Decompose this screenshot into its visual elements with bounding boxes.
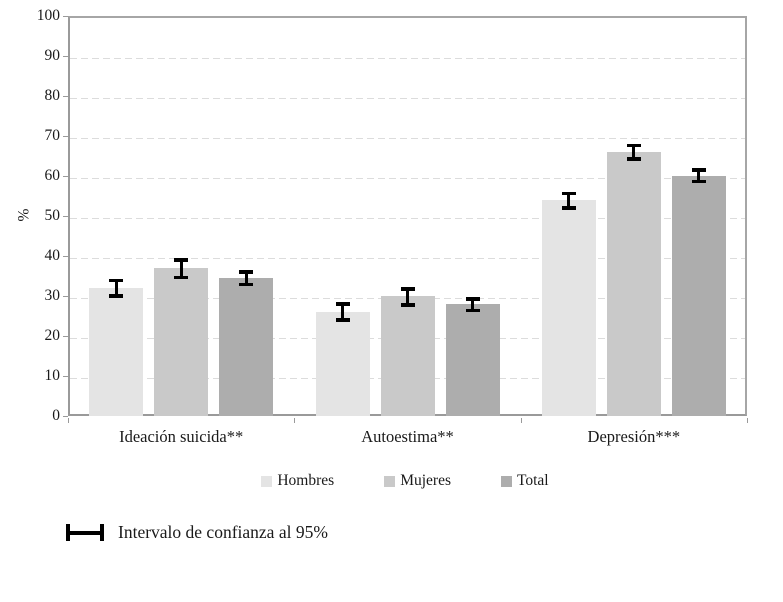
confidence-interval-note: Intervalo de confianza al 95% (66, 522, 328, 543)
y-axis-tick (63, 416, 68, 417)
y-axis-tick (63, 56, 68, 57)
y-axis-tick (63, 96, 68, 97)
error-bar-cap-top (626, 143, 641, 148)
y-axis-tick (63, 216, 68, 217)
error-bar-legend-icon (66, 524, 104, 541)
chart-bar (89, 288, 144, 416)
error-bar-cap-bottom (239, 282, 254, 287)
chart-bar (380, 296, 435, 416)
error-bar (463, 297, 483, 313)
error-bar-line (114, 278, 118, 298)
error-bar-line (179, 258, 183, 280)
error-bar-cap-bottom (691, 179, 706, 184)
error-bar-cap-bottom (400, 303, 415, 307)
chart-bar (154, 268, 209, 416)
chart-bar (219, 278, 274, 416)
y-axis-tick-label: 60 (44, 167, 61, 184)
x-axis-tick (520, 418, 522, 423)
y-axis-tick-label: 90 (44, 47, 61, 64)
error-bar-line (567, 191, 571, 210)
chart-bar (606, 152, 661, 416)
legend-swatch (500, 475, 512, 487)
chart-bar (541, 200, 596, 416)
error-bar-cap-bottom (174, 275, 189, 280)
gridline (70, 218, 745, 219)
chart-bar (315, 312, 370, 416)
legend-swatch (261, 475, 273, 487)
error-bar-line (341, 302, 344, 322)
error-bar-cap-top (239, 270, 254, 274)
error-bar-cap-bottom (335, 318, 350, 322)
error-bar-cap-bottom (561, 206, 576, 210)
y-axis-tick (63, 376, 68, 377)
y-axis-tick-label: 0 (52, 407, 60, 424)
error-bar (236, 270, 256, 287)
error-bar-cap-top (465, 297, 480, 301)
y-axis-tick (63, 336, 68, 337)
legend-swatch (384, 475, 396, 487)
y-axis-tick-label: 50 (44, 207, 61, 224)
chart-bar (671, 176, 726, 416)
y-axis-tick-label: 30 (44, 287, 61, 304)
x-axis-category-label: Autoestima** (361, 427, 454, 446)
error-bar (333, 302, 353, 322)
y-axis-tick (63, 256, 68, 257)
y-axis-tick (63, 136, 68, 137)
error-bar-line (471, 297, 474, 313)
error-bar-cap-bottom (626, 157, 641, 161)
error-bar-line (697, 168, 701, 184)
error-bar-line (406, 287, 409, 307)
chart-legend: Hombres Mujeres Total (80, 472, 730, 490)
y-axis-tick-label: 20 (44, 327, 61, 344)
error-bar-cap-top (335, 302, 350, 306)
y-axis-tick-label: 80 (44, 87, 61, 104)
error-bar-cap-top (691, 168, 706, 172)
confidence-interval-label: Intervalo de confianza al 95% (118, 522, 328, 542)
gridline (70, 178, 745, 179)
error-bar (398, 287, 418, 307)
legend-item-hombres: Hombres (261, 472, 334, 490)
error-bar (689, 168, 709, 184)
error-bar (106, 278, 126, 298)
y-axis-tick (63, 176, 68, 177)
chart-bar (445, 304, 500, 416)
legend-label: Total (516, 472, 549, 489)
error-bar-line (632, 143, 636, 161)
error-bar-cap-top (109, 278, 124, 283)
x-axis-category-label: Ideación suicida** (119, 427, 244, 446)
x-axis-tick (294, 418, 296, 423)
legend-item-mujeres: Mujeres (384, 472, 451, 490)
error-bar-cap-top (400, 287, 415, 291)
gridline (70, 98, 745, 99)
error-bar (624, 143, 644, 161)
gridline (70, 258, 745, 259)
legend-item-total: Total (500, 472, 549, 490)
y-axis-tick-label: 40 (44, 247, 61, 264)
x-axis-tick (747, 418, 748, 423)
x-axis-category-label: Depresión*** (587, 427, 681, 446)
y-axis-tick-label: 100 (36, 7, 60, 24)
gridline (70, 138, 745, 139)
error-bar (559, 191, 579, 210)
y-axis-tick-label: 10 (44, 367, 61, 384)
error-bar-cap-top (174, 258, 189, 262)
y-axis-tick (63, 16, 68, 17)
error-bar-cap-bottom (465, 308, 480, 313)
y-axis-tick-label: 70 (44, 127, 61, 144)
error-bar-cap-bottom (109, 294, 124, 298)
legend-label: Mujeres (400, 472, 451, 489)
legend-label: Hombres (277, 472, 335, 489)
x-axis-tick (68, 418, 69, 423)
gridline (70, 58, 745, 59)
error-bar-cap-top (561, 191, 576, 196)
error-bar-line (244, 270, 248, 287)
y-axis-tick (63, 296, 68, 297)
error-bar (171, 258, 191, 280)
